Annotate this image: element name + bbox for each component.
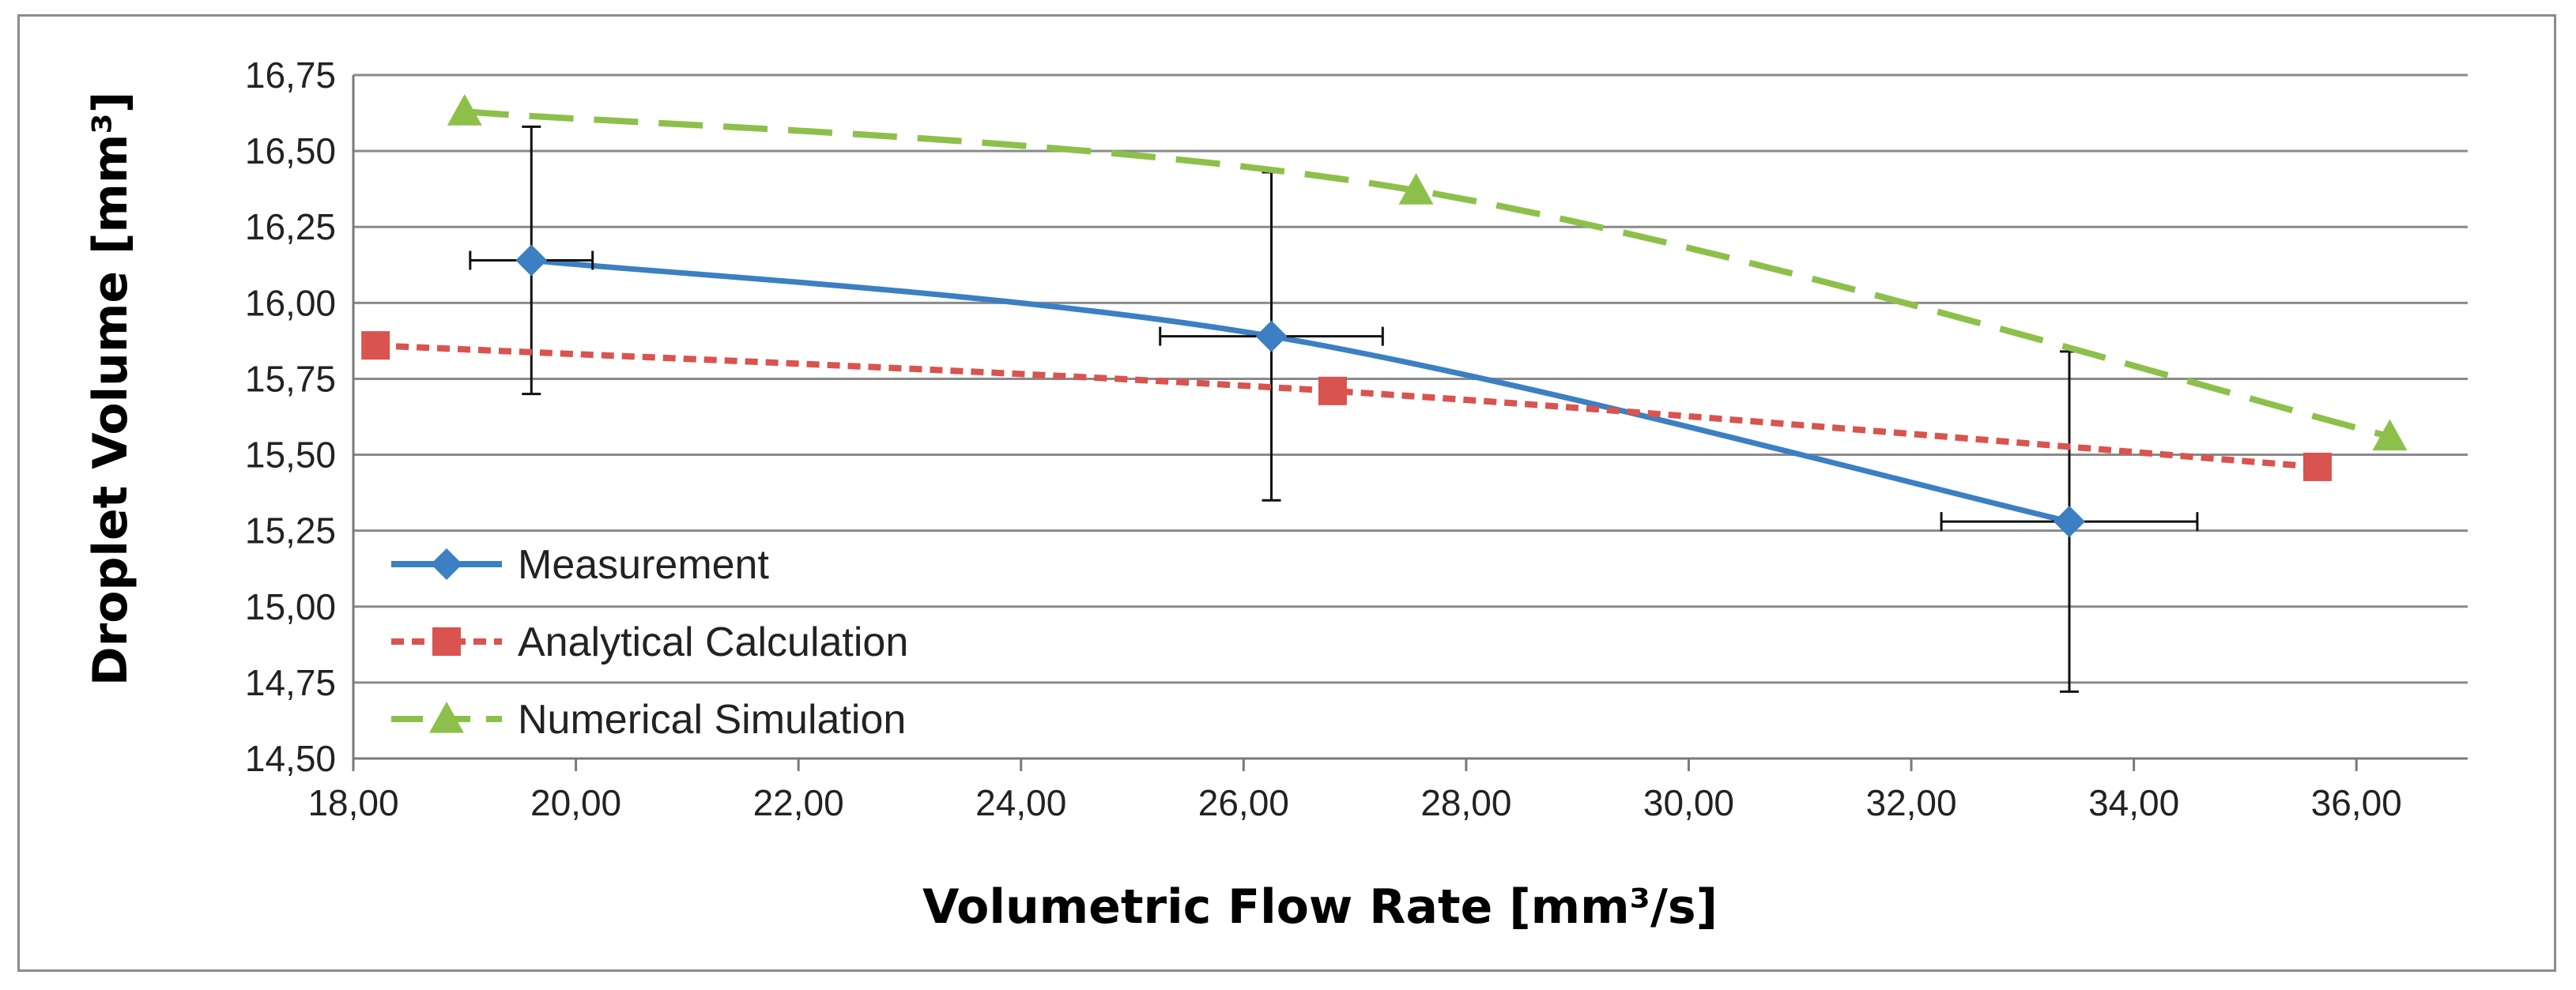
series-numerical-simulation <box>447 94 2408 451</box>
legend-marker <box>431 548 462 580</box>
legend-marker <box>429 702 464 733</box>
data-point <box>2053 506 2085 538</box>
data-point <box>1255 320 1288 352</box>
legend-label: Numerical Simulation <box>518 697 906 743</box>
y-tick-label: 16,25 <box>245 206 336 247</box>
x-tick-label: 18,00 <box>307 782 398 823</box>
chart-frame <box>17 14 2556 972</box>
legend-label: Analytical Calculation <box>518 619 908 665</box>
axes <box>352 75 2468 771</box>
x-tick-label: 28,00 <box>1420 782 1511 823</box>
x-tick-label: 32,00 <box>1865 782 1956 823</box>
legend: Measurement Analytical Calculation Numeric… <box>391 542 908 743</box>
legend-entry: Analytical Calculation <box>391 619 908 665</box>
legend-marker <box>432 627 461 656</box>
x-tick-label: 26,00 <box>1198 782 1289 823</box>
series-analytical-calculation <box>361 331 2332 481</box>
y-tick-label: 15,75 <box>245 358 336 399</box>
x-tick-label: 36,00 <box>2311 782 2402 823</box>
data-point <box>515 244 548 277</box>
series <box>361 94 2408 693</box>
y-tick-label: 14,75 <box>245 662 336 703</box>
data-point <box>1398 173 1434 205</box>
data-point <box>361 331 390 360</box>
x-tick-label: 30,00 <box>1643 782 1734 823</box>
legend-label: Measurement <box>518 542 769 588</box>
y-tick-label: 16,75 <box>245 55 336 96</box>
x-axis-title: Volumetric Flow Rate [mm³/s] <box>922 879 1718 935</box>
legend-entry: Numerical Simulation <box>391 697 906 743</box>
data-point <box>2303 452 2332 481</box>
y-tick-label: 14,50 <box>245 738 336 779</box>
data-point <box>447 94 482 126</box>
tick-labels: 14,50 14,75 15,00 15,25 15,50 15,75 16,00 16,25… <box>245 55 2402 823</box>
data-point <box>1318 376 1347 405</box>
y-tick-label: 15,50 <box>245 435 336 476</box>
y-axis-title: Droplet Volume [mm³] <box>83 92 138 686</box>
legend-entry: Measurement <box>391 542 769 588</box>
x-tick-label: 24,00 <box>975 782 1066 823</box>
data-point <box>2372 419 2408 451</box>
series-line <box>375 342 2318 470</box>
x-tick-label: 22,00 <box>753 782 844 823</box>
y-tick-label: 16,50 <box>245 130 336 171</box>
y-tick-label: 16,00 <box>245 282 336 323</box>
y-tick-label: 15,25 <box>245 510 336 551</box>
series-line <box>464 108 2391 440</box>
gridlines <box>353 73 2468 684</box>
x-tick-label: 20,00 <box>530 782 621 823</box>
y-tick-label: 15,00 <box>245 586 336 627</box>
x-tick-label: 34,00 <box>2088 782 2179 823</box>
